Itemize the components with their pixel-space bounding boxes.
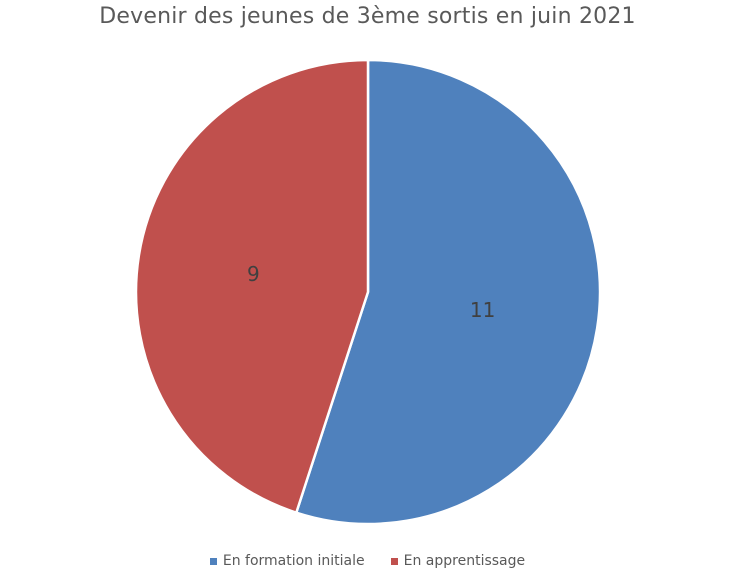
pie-slices [134, 58, 602, 526]
pie-data-labels: 11 9 [247, 262, 495, 322]
pie-data-label-apprentissage: 9 [247, 262, 260, 286]
legend-label-formation-initiale: En formation initiale [222, 553, 365, 569]
pie-slice-apprentissage [134, 58, 370, 514]
pie-data-label-formation-initiale: 11 [470, 298, 495, 322]
chart-title: Devenir des jeunes de 3ème sortis en jui… [99, 4, 636, 29]
legend-swatch-formation-initiale [209, 557, 217, 565]
pie-slice-formation-initiale [295, 58, 602, 526]
legend-swatch-apprentissage [390, 557, 398, 565]
chart-legend: En formation initiale En apprentissage [0, 553, 735, 569]
legend-item-apprentissage: En apprentissage [390, 553, 526, 569]
legend-label-apprentissage: En apprentissage [403, 553, 526, 569]
pie-chart: 11 9 [134, 58, 602, 526]
legend-item-formation-initiale: En formation initiale [209, 553, 365, 569]
